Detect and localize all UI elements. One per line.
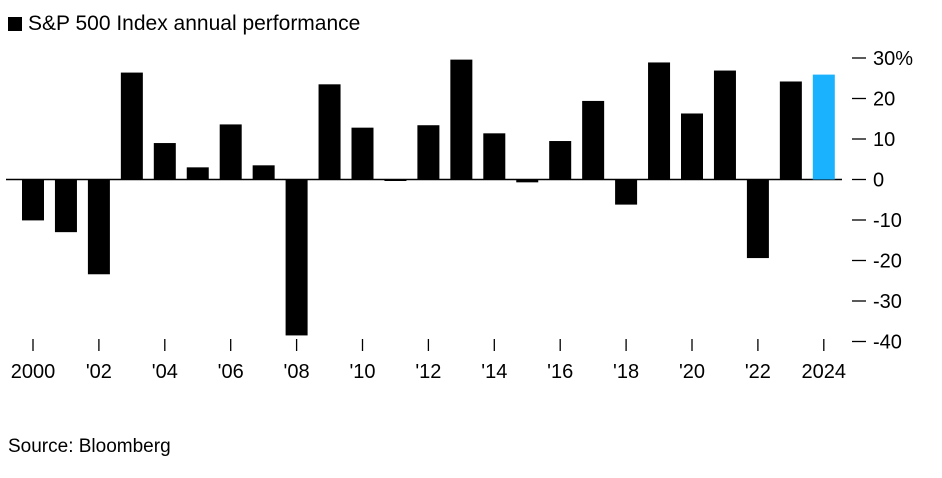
legend-label: S&P 500 Index annual performance bbox=[28, 12, 361, 35]
bar-2011 bbox=[384, 179, 407, 181]
bar-2018 bbox=[615, 179, 638, 205]
bar-2020 bbox=[681, 113, 703, 180]
bar-2006 bbox=[219, 124, 242, 180]
y-tick-label: 0 bbox=[873, 170, 884, 192]
y-tick-label: 10 bbox=[873, 129, 895, 151]
y-tick-label: -20 bbox=[873, 251, 902, 273]
x-tick-label: '14 bbox=[481, 361, 507, 383]
x-tick-label: '10 bbox=[349, 361, 375, 383]
x-tick-label: '20 bbox=[679, 361, 705, 383]
x-tick-label: '16 bbox=[547, 361, 573, 383]
bar-2015 bbox=[516, 179, 539, 183]
x-tick-label: '12 bbox=[415, 361, 441, 383]
x-tick-label: '06 bbox=[218, 361, 244, 383]
bar-2010 bbox=[351, 127, 374, 180]
bar-2009 bbox=[318, 84, 341, 180]
bar-2017 bbox=[582, 100, 605, 180]
bar-2023 bbox=[779, 81, 802, 180]
bar-2007 bbox=[252, 165, 275, 180]
y-tick-label: -30 bbox=[873, 291, 902, 313]
x-tick-label: '02 bbox=[86, 361, 112, 383]
legend-swatch bbox=[8, 17, 22, 31]
bar-2001 bbox=[54, 179, 77, 233]
bar-2000 bbox=[22, 179, 44, 221]
x-tick-label: 2024 bbox=[802, 361, 847, 383]
y-tick-label: -10 bbox=[873, 210, 902, 232]
y-tick-label: 30% bbox=[873, 48, 913, 70]
bar-2005 bbox=[186, 167, 209, 180]
bar-2014 bbox=[483, 133, 506, 180]
x-tick-label: '22 bbox=[745, 361, 771, 383]
bar-2003 bbox=[120, 72, 143, 180]
x-tick-label: '18 bbox=[613, 361, 639, 383]
bar-2022 bbox=[746, 179, 769, 259]
bar-2024 bbox=[812, 74, 835, 180]
bar-2013 bbox=[450, 59, 473, 180]
legend: S&P 500 Index annual performance bbox=[8, 12, 360, 36]
y-tick-label: 20 bbox=[873, 89, 895, 111]
x-tick-label: '04 bbox=[152, 361, 178, 383]
bar-2008 bbox=[285, 179, 308, 336]
x-tick-label: '08 bbox=[284, 361, 310, 383]
bar-2019 bbox=[648, 62, 671, 180]
bar-2016 bbox=[549, 141, 572, 180]
bar-2002 bbox=[87, 179, 110, 275]
bar-2004 bbox=[153, 143, 176, 180]
y-tick-label: -40 bbox=[873, 332, 902, 354]
x-tick-label: 2000 bbox=[11, 361, 56, 383]
bar-2021 bbox=[713, 70, 736, 180]
source-note: Source: Bloomberg bbox=[8, 436, 171, 457]
bar-2012 bbox=[417, 125, 440, 180]
